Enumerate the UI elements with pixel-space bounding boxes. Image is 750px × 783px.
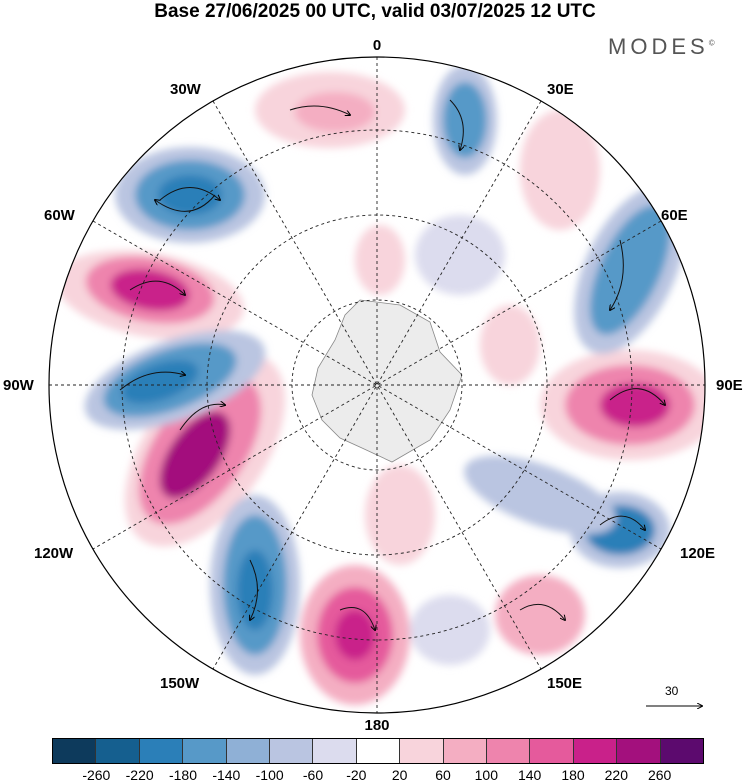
colorbar-tick-label: 220 (604, 767, 629, 783)
colorbar-tick-label: 180 (561, 767, 585, 783)
colorbar-tick-label: 20 (391, 767, 408, 783)
colorbar-tick-label: -260 (82, 767, 111, 783)
colorbar-tick-label: -100 (255, 767, 284, 783)
copyright-mark: © (708, 38, 715, 48)
reference-vector-label: 30 (665, 684, 679, 698)
map-boundary (48, 56, 706, 714)
colorbar-segment (270, 739, 314, 763)
lon-label-90e: 90E (716, 377, 743, 394)
colorbar-segment (96, 739, 140, 763)
lon-label-0: 0 (372, 37, 382, 54)
colorbar-tick-label: 260 (647, 767, 672, 783)
colorbar-frame (52, 738, 704, 764)
lon-label-150e: 150E (547, 675, 583, 692)
colorbar-segment (530, 739, 574, 763)
lon-label-60e: 60E (661, 207, 688, 224)
lon-label-120w: 120W (34, 545, 74, 562)
colorbar-segment (226, 739, 271, 763)
colorbar-tick-label: -180 (168, 767, 198, 783)
colorbar-segment (53, 739, 97, 763)
colorbar-segment (660, 739, 704, 763)
colorbar-tick-label: 60 (435, 767, 451, 783)
graticule (49, 57, 705, 713)
colorbar-segment (356, 739, 401, 763)
lon-label-150w: 150W (160, 675, 200, 692)
polar-map (48, 56, 706, 714)
colorbar-segment (617, 739, 661, 763)
colorbar-segment (313, 739, 357, 763)
colorbar-segment (443, 739, 488, 763)
colorbar (53, 739, 704, 763)
map-title: Base 27/06/2025 00 UTC, valid 03/07/2025… (154, 1, 596, 22)
colorbar-segment (573, 739, 618, 763)
lon-label-30e: 30E (547, 81, 574, 98)
lon-label-30w: 30W (170, 81, 201, 98)
modes-logo: MODES© (608, 34, 715, 60)
colorbar-segment (139, 739, 184, 763)
brand-text: MODES (608, 34, 709, 59)
colorbar-tick-label: 140 (517, 767, 542, 783)
lon-label-60w: 60W (44, 207, 75, 224)
colorbar-tick-label: -20 (346, 767, 367, 783)
wind-vectors (119, 99, 665, 630)
lon-label-90w: 90W (3, 377, 34, 394)
colorbar-tick-label: 100 (474, 767, 499, 783)
colorbar-segment (183, 739, 227, 763)
colorbar-tick-label: -60 (302, 767, 324, 783)
colorbar-tick-label: -140 (212, 767, 241, 783)
colorbar-tick-label: -220 (125, 767, 154, 783)
colorbar-segment (487, 739, 531, 763)
colorbar-segment (400, 739, 444, 763)
anomaly-field (56, 65, 705, 705)
lon-label-180: 180 (364, 717, 390, 734)
lon-label-120e: 120E (680, 545, 716, 562)
